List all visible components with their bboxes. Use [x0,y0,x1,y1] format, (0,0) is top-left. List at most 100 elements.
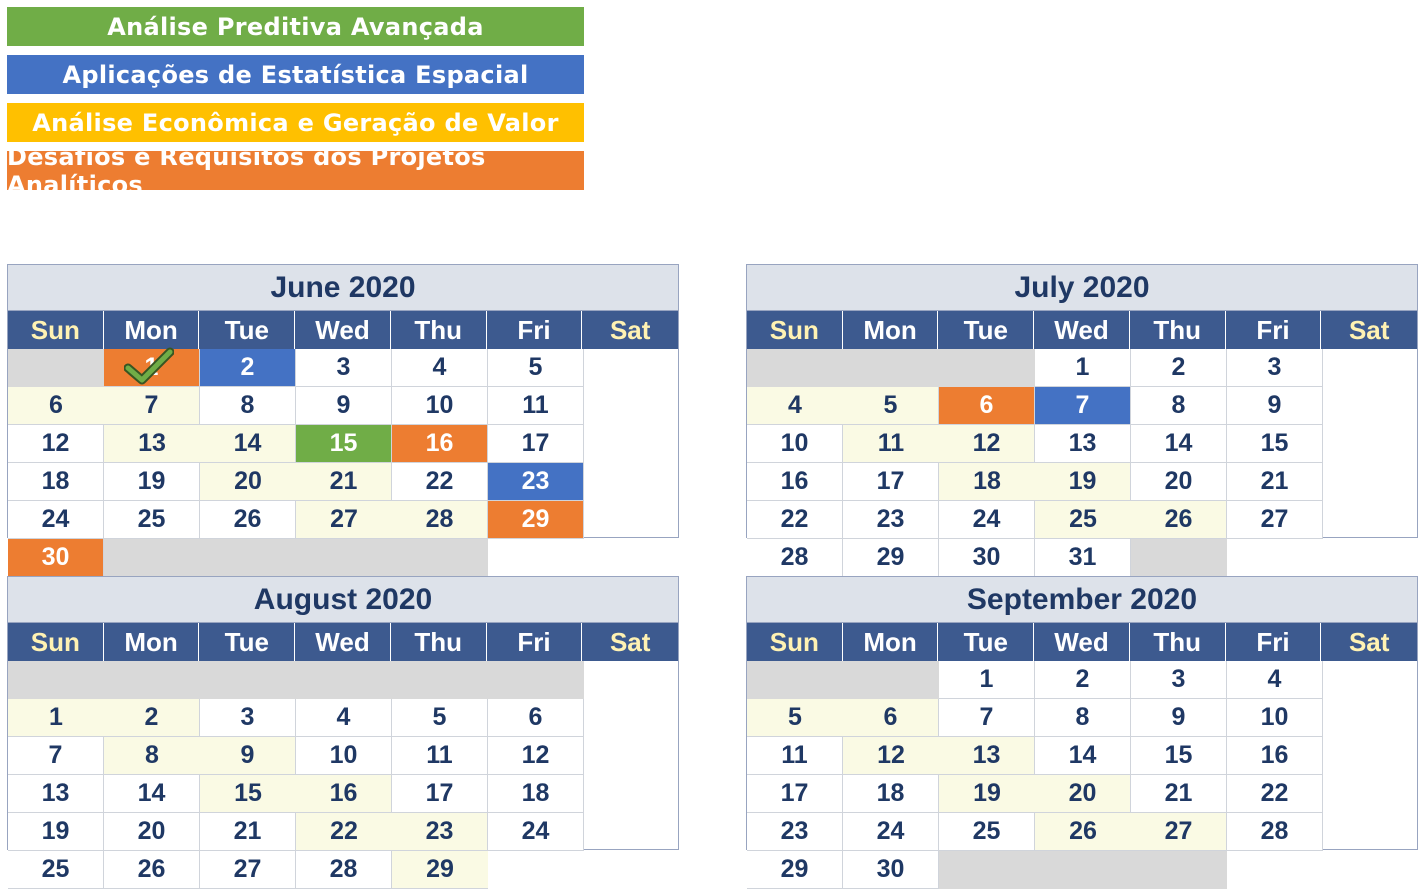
weekday-sun: Sun [747,623,843,661]
day-cell-18: 18 [488,775,584,813]
day-number: 12 [972,429,1001,457]
calendar-title: June 2020 [8,265,678,311]
day-cell-21: 21 [296,463,392,501]
day-number: 5 [788,703,802,731]
day-cell-22: 22 [392,463,488,501]
day-cell-1: 1 [1035,349,1131,387]
day-cell-2: 2 [200,349,296,387]
day-number: 2 [1171,353,1186,381]
day-cell-13: 13 [8,775,104,813]
day-number: 3 [1267,353,1282,381]
day-cell-11: 11 [488,387,584,425]
day-cell-26: 26 [200,501,296,539]
day-cell-21: 21 [1227,463,1323,501]
day-grid: 1 2 3 4 5 6 7 8 9 10 11 12 13 14 15 16 17 18 19 20 21 22 23 24 2… [747,349,1417,577]
empty-cell [1131,851,1227,889]
day-cell-7: 7 [939,699,1035,737]
day-number: 6 [979,391,994,419]
empty-cell [200,661,296,699]
day-number: 13 [41,779,70,807]
day-number: 4 [1267,665,1282,693]
day-cell-4: 4 [1227,661,1323,699]
day-cell-3: 3 [1131,661,1227,699]
day-number: 1 [979,665,994,693]
day-cell-19: 19 [104,463,200,501]
day-number: 24 [521,817,550,845]
weekday-tue: Tue [199,311,296,349]
day-number: 6 [49,391,63,419]
day-cell-14: 14 [104,775,200,813]
day-number: 18 [973,467,1001,495]
weekday-wed: Wed [295,623,391,661]
day-cell-16: 16 [392,425,488,463]
weekday-header: Sun Mon Tue Wed Thu Fri Sat [747,623,1417,661]
day-number: 20 [1068,779,1097,807]
day-number: 29 [780,855,809,883]
day-number: 26 [1164,505,1193,533]
empty-cell [200,539,296,577]
day-number: 17 [425,779,454,807]
day-number: 5 [432,703,447,731]
weekday-thu: Thu [1130,311,1226,349]
day-cell-20: 20 [200,463,296,501]
day-cell-3: 3 [200,699,296,737]
day-cell-4: 4 [296,699,392,737]
day-number: 15 [329,429,358,457]
day-number: 10 [425,391,454,419]
day-cell-24: 24 [8,501,104,539]
day-number: 7 [979,703,994,731]
empty-cell [1131,539,1227,577]
day-cell-20: 20 [1131,463,1227,501]
day-cell-11: 11 [843,425,939,463]
day-cell-31: 31 [1035,539,1131,577]
day-cell-18: 18 [843,775,939,813]
weekday-sat: Sat [1348,314,1390,345]
weekday-mon: Mon [843,311,939,349]
day-cell-4: 4 [747,387,843,425]
day-number: 4 [432,353,447,381]
day-number: 29 [521,505,550,533]
day-cell-13: 13 [104,425,200,463]
day-cell-12: 12 [939,425,1035,463]
weekday-header: Sun Mon Tue Wed Thu Fri Sat [747,311,1417,349]
day-cell-28: 28 [392,501,488,539]
day-cell-13: 13 [1035,425,1131,463]
weekday-header: Sun Mon Tue Wed Thu Fri Sat [8,311,678,349]
weekday-mon: Mon [843,623,939,661]
day-cell-24: 24 [488,813,584,851]
day-number: 18 [521,779,550,807]
empty-cell [747,661,843,699]
day-number: 6 [528,703,543,731]
day-number: 11 [877,429,905,457]
day-cell-18: 18 [8,463,104,501]
day-number: 28 [1260,817,1289,845]
day-number: 26 [1069,817,1097,845]
weekday-sun: Sun [8,311,104,349]
day-number: 19 [137,467,166,495]
day-number: 24 [41,505,70,533]
day-number: 3 [336,353,351,381]
empty-cell [939,851,1035,889]
day-cell-8: 8 [104,737,200,775]
day-cell-23: 23 [488,463,584,501]
day-number: 30 [876,855,905,883]
day-cell-15: 15 [296,425,392,463]
day-number: 31 [1068,543,1097,571]
day-number: 26 [137,855,166,883]
day-number: 23 [521,467,550,495]
day-number: 25 [41,855,70,883]
calendar-title: September 2020 [747,577,1417,623]
day-cell-26: 26 [104,851,200,889]
day-number: 17 [521,429,550,457]
day-number: 13 [1068,429,1097,457]
day-number: 27 [233,855,262,883]
day-cell-29: 29 [488,501,584,539]
day-cell-26: 26 [1131,501,1227,539]
day-number: 11 [426,741,453,769]
day-number: 28 [425,505,454,533]
day-number: 27 [330,505,358,533]
day-cell-27: 27 [1131,813,1227,851]
day-cell-17: 17 [843,463,939,501]
